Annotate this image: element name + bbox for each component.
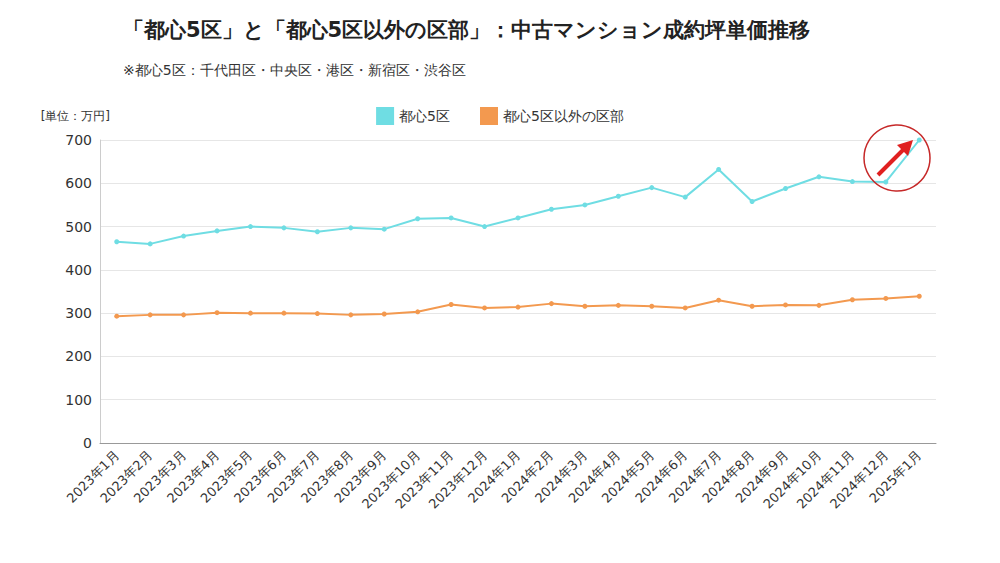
svg-text:2023年12月: 2023年12月	[425, 447, 490, 512]
svg-text:700: 700	[65, 132, 92, 148]
svg-text:2024年4月: 2024年4月	[565, 447, 624, 506]
svg-text:2024年7月: 2024年7月	[665, 447, 724, 506]
svg-text:2023年8月: 2023年8月	[297, 447, 357, 506]
svg-text:2025年1月: 2025年1月	[866, 448, 924, 506]
svg-text:2023年7月: 2023年7月	[264, 447, 323, 506]
svg-text:2023年3月: 2023年3月	[130, 447, 189, 506]
svg-text:2024年10月: 2024年10月	[760, 447, 825, 512]
svg-text:2024年6月: 2024年6月	[632, 447, 691, 506]
svg-text:500: 500	[65, 219, 92, 235]
svg-text:400: 400	[65, 262, 92, 278]
svg-text:2024年9月: 2024年9月	[732, 447, 791, 506]
svg-text:2024年1月: 2024年1月	[465, 447, 524, 506]
svg-text:2024年8月: 2024年8月	[699, 447, 758, 506]
svg-text:2024年11月: 2024年11月	[793, 447, 858, 512]
svg-text:2023年11月: 2023年11月	[392, 447, 457, 512]
svg-text:「都心5区」と「都心5区以外の区部」：中古マンション成約坪単: 「都心5区」と「都心5区以外の区部」：中古マンション成約坪単価推移	[123, 18, 810, 42]
svg-text:2023年6月: 2023年6月	[231, 447, 290, 506]
svg-text:300: 300	[65, 305, 92, 321]
svg-text:200: 200	[65, 348, 92, 364]
svg-text:600: 600	[65, 175, 92, 191]
svg-text:都心5区: 都心5区	[399, 108, 450, 124]
svg-text:2024年5月: 2024年5月	[598, 447, 658, 506]
svg-text:2024年12月: 2024年12月	[827, 447, 892, 512]
svg-text:2024年3月: 2024年3月	[532, 447, 591, 506]
svg-text:2024年2月: 2024年2月	[498, 447, 557, 506]
svg-text:都心5区以外の区部: 都心5区以外の区部	[503, 108, 624, 124]
svg-text:2023年10月: 2023年10月	[358, 447, 423, 512]
svg-text:2023年9月: 2023年9月	[331, 447, 390, 506]
svg-text:[単位：万円]: [単位：万円]	[41, 109, 110, 123]
svg-text:2023年5月: 2023年5月	[197, 447, 256, 506]
svg-text:※都心5区：千代田区・中央区・港区・新宿区・渋谷区: ※都心5区：千代田区・中央区・港区・新宿区・渋谷区	[123, 62, 466, 78]
svg-text:100: 100	[65, 392, 92, 408]
svg-text:0: 0	[83, 435, 92, 451]
svg-text:2023年1月: 2023年1月	[63, 447, 122, 506]
svg-text:2023年4月: 2023年4月	[164, 447, 223, 506]
svg-text:2023年2月: 2023年2月	[97, 447, 156, 506]
